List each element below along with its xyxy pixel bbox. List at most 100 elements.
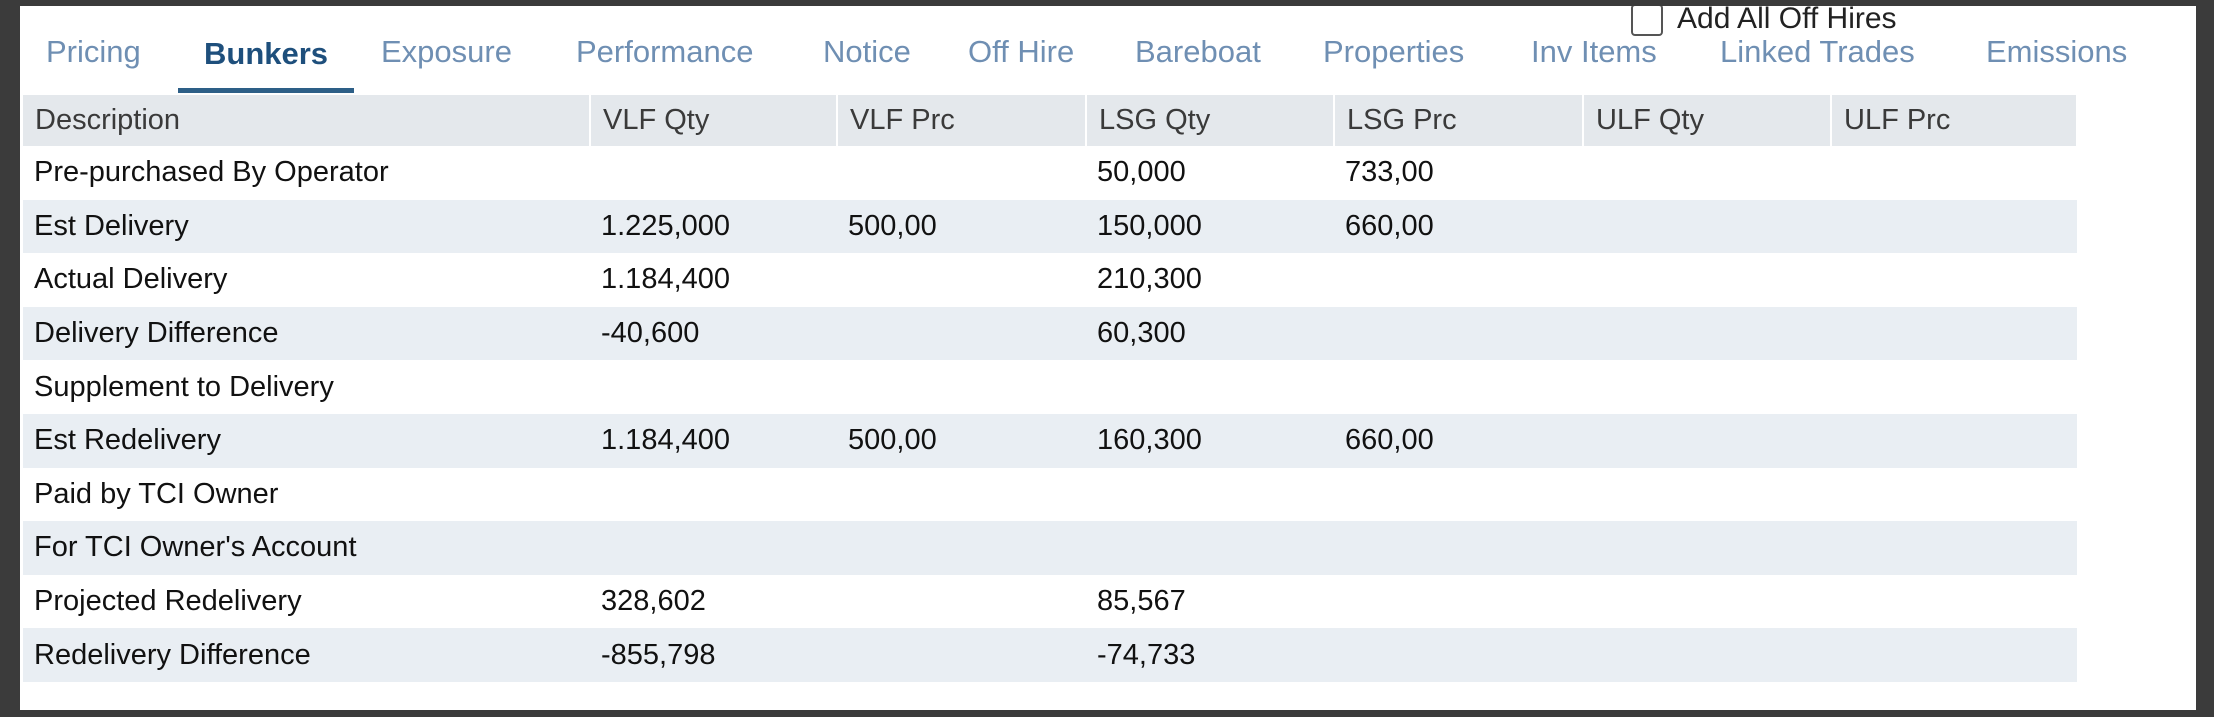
table-cell: 150,000 bbox=[1086, 199, 1334, 254]
column-header[interactable]: VLF Prc bbox=[837, 95, 1087, 146]
tab[interactable]: Exposure bbox=[381, 34, 512, 69]
table-cell bbox=[1334, 575, 1583, 629]
tab[interactable]: Emissions bbox=[1986, 34, 2128, 69]
table-cell: 85,567 bbox=[1097, 585, 1186, 618]
table-cell bbox=[1583, 628, 1831, 682]
tab[interactable]: Inv Items bbox=[1531, 34, 1657, 69]
table-cell bbox=[1334, 521, 1583, 575]
table-row[interactable]: Est Delivery 1.225,000 500,00 150,000 660,00 bbox=[23, 199, 2077, 254]
table-cell bbox=[837, 360, 1086, 414]
table-cell: 1.184,400 bbox=[590, 413, 837, 468]
table-cell: Supplement to Delivery bbox=[34, 370, 334, 403]
table-row[interactable]: Paid by TCI Owner bbox=[23, 468, 2077, 522]
table-cell: 60,300 bbox=[1086, 306, 1334, 361]
table-cell: -40,600 bbox=[590, 306, 837, 361]
table-cell: 660,00 bbox=[1334, 413, 1583, 468]
table-cell: Actual Delivery bbox=[34, 263, 228, 296]
table-cell bbox=[1334, 360, 1583, 414]
tab[interactable]: Linked Trades bbox=[1720, 34, 1915, 69]
header-row: Description VLF Qty VLF Prc LSG Qty LSG Prc U… bbox=[23, 95, 2078, 146]
table-cell bbox=[1831, 253, 2077, 307]
table-cell bbox=[1831, 521, 2077, 575]
table-row[interactable]: For TCI Owner's Account bbox=[23, 521, 2077, 575]
table-cell bbox=[837, 253, 1086, 307]
table-cell bbox=[1583, 360, 1831, 414]
active-tab-underline bbox=[178, 88, 354, 93]
table-cell: 328,602 bbox=[601, 585, 706, 618]
table-cell: 500,00 bbox=[837, 199, 1086, 254]
table-cell bbox=[590, 468, 837, 522]
table-cell bbox=[1831, 199, 2077, 254]
table-cell bbox=[590, 360, 837, 414]
bunkers-table: Description VLF Qty VLF Prc LSG Qty LSG Prc U… bbox=[23, 95, 2078, 682]
table-cell: Pre-purchased By Operator bbox=[34, 156, 389, 189]
table-cell bbox=[837, 468, 1086, 522]
table-cell: Delivery Difference bbox=[23, 306, 590, 361]
column-header[interactable]: VLF Qty bbox=[590, 95, 838, 146]
table-cell bbox=[1583, 575, 1831, 629]
column-header[interactable]: ULF Qty bbox=[1583, 95, 1832, 146]
column-header[interactable]: LSG Qty bbox=[1086, 95, 1335, 146]
table-cell: -74,733 bbox=[1086, 628, 1334, 682]
table-row[interactable]: Redelivery Difference -855,798 -74,733 bbox=[23, 628, 2077, 682]
table-cell: 50,000 bbox=[1097, 156, 1186, 189]
table-cell: Paid by TCI Owner bbox=[34, 477, 279, 510]
table-cell bbox=[1334, 468, 1583, 522]
table-cell bbox=[1831, 575, 2077, 629]
checkbox-label[interactable]: Add All Off Hires bbox=[1677, 6, 1897, 35]
table-cell bbox=[1086, 468, 1334, 522]
tab[interactable]: Pricing bbox=[46, 34, 141, 69]
table-cell: 1.184,400 bbox=[601, 263, 731, 296]
table-cell bbox=[1334, 306, 1583, 361]
checkbox[interactable] bbox=[1631, 6, 1663, 36]
table-cell bbox=[837, 146, 1086, 200]
table-cell bbox=[1831, 628, 2077, 682]
tab[interactable]: Off Hire bbox=[968, 34, 1075, 69]
table-cell: Est Redelivery bbox=[23, 413, 590, 468]
table-row[interactable]: Actual Delivery 1.184,400 210,300 bbox=[23, 253, 2077, 307]
column-header[interactable]: ULF Prc bbox=[1831, 95, 2078, 146]
table-cell: For TCI Owner's Account bbox=[23, 521, 590, 575]
table-row[interactable]: Projected Redelivery 328,602 85,567 bbox=[23, 575, 2077, 629]
table-cell: -855,798 bbox=[590, 628, 837, 682]
table-cell bbox=[1334, 253, 1583, 307]
table-cell bbox=[837, 521, 1086, 575]
table-cell bbox=[1583, 413, 1831, 468]
table-cell bbox=[1583, 306, 1831, 361]
table-row[interactable]: Pre-purchased By Operator 50,000 733,00 bbox=[23, 146, 2077, 200]
table-cell: 733,00 bbox=[1345, 156, 1434, 189]
table-cell bbox=[1583, 468, 1831, 522]
table-cell bbox=[1334, 628, 1583, 682]
table-cell bbox=[837, 628, 1086, 682]
table-cell: 210,300 bbox=[1097, 263, 1202, 296]
table-cell: Est Delivery bbox=[23, 199, 590, 254]
table-cell bbox=[1086, 521, 1334, 575]
table-row[interactable]: Supplement to Delivery bbox=[23, 360, 2077, 414]
table-cell bbox=[590, 521, 837, 575]
table-cell bbox=[1583, 146, 1831, 200]
tab[interactable]: Performance bbox=[576, 34, 754, 69]
table-row[interactable]: Delivery Difference -40,600 60,300 bbox=[23, 306, 2077, 361]
table-cell bbox=[1831, 146, 2077, 200]
column-header[interactable]: LSG Prc bbox=[1334, 95, 1584, 146]
tab[interactable]: Bunkers bbox=[204, 36, 329, 71]
tab[interactable]: Properties bbox=[1323, 34, 1465, 69]
table-cell bbox=[1831, 413, 2077, 468]
table-cell bbox=[590, 146, 837, 200]
table-cell bbox=[837, 306, 1086, 361]
table-cell: 160,300 bbox=[1086, 413, 1334, 468]
tab[interactable]: Notice bbox=[823, 34, 911, 69]
table-cell: 500,00 bbox=[837, 413, 1086, 468]
table-cell bbox=[1583, 521, 1831, 575]
table-cell bbox=[1831, 360, 2077, 414]
table-cell bbox=[1086, 360, 1334, 414]
table-cell: 660,00 bbox=[1334, 199, 1583, 254]
table-cell bbox=[1583, 253, 1831, 307]
table-cell bbox=[1831, 468, 2077, 522]
table-row[interactable]: Est Redelivery 1.184,400 500,00 160,300 660,… bbox=[23, 413, 2077, 468]
table-cell: Projected Redelivery bbox=[34, 585, 302, 618]
column-header[interactable]: Description bbox=[23, 95, 591, 146]
bunkers-panel: Pricing Bunkers Exposure Performance Notice O… bbox=[20, 6, 2196, 710]
tab[interactable]: Bareboat bbox=[1135, 34, 1261, 69]
